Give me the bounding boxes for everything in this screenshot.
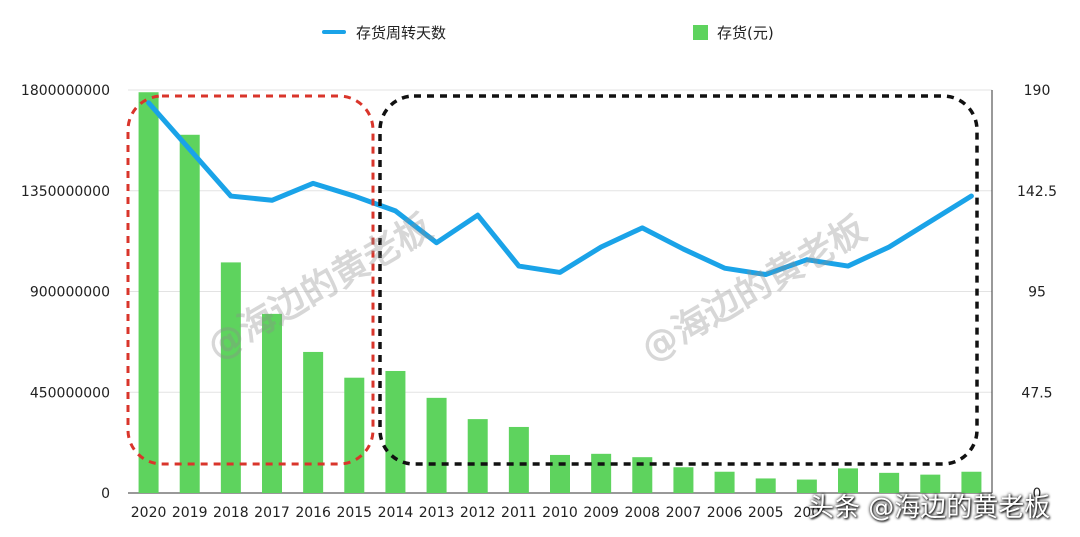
x-tick-label: 2008 xyxy=(624,505,660,521)
bar-2014 xyxy=(385,370,406,493)
right-tick-label: 142.5 xyxy=(1017,184,1057,200)
bar-2018 xyxy=(220,262,241,493)
left-tick-label: 450000000 xyxy=(30,385,110,401)
x-tick-label: 2013 xyxy=(419,505,455,521)
bar-2005 xyxy=(755,478,776,493)
bar-2008 xyxy=(632,457,653,493)
right-tick-label: 47.5 xyxy=(1021,385,1052,401)
bar-2003 xyxy=(838,468,858,493)
x-tick-label: 2016 xyxy=(295,505,331,521)
bar-2001 xyxy=(920,474,941,493)
bar-2017 xyxy=(262,313,282,493)
x-tick-label: 2014 xyxy=(378,505,414,521)
bar-2010 xyxy=(550,454,570,493)
left-tick-label: 900000000 xyxy=(30,285,110,301)
bar-2004 xyxy=(796,479,817,493)
legend-bar-swatch xyxy=(693,24,708,40)
x-tick-label: 2012 xyxy=(460,505,496,521)
x-tick-label: 2018 xyxy=(213,505,249,521)
right-tick-label: 190 xyxy=(1024,83,1051,99)
right-tick-label: 0 xyxy=(1033,486,1042,502)
bar-2012 xyxy=(467,419,488,493)
bar-2015 xyxy=(344,377,365,493)
x-tick-label: 2009 xyxy=(583,505,619,521)
x-tick-label: 2019 xyxy=(172,505,208,521)
legend-label-inventory: 存货(元) xyxy=(717,23,774,42)
right-tick-label: 95 xyxy=(1028,285,1046,301)
annotation-box-red xyxy=(126,94,375,466)
x-tick-label: 2017 xyxy=(254,505,290,521)
bar-2002 xyxy=(879,472,900,493)
x-tick-label: 2006 xyxy=(707,505,743,521)
bar-2000 xyxy=(961,471,982,493)
legend-item-turnover-days: 存货周转天数 xyxy=(322,20,446,44)
x-tick-label: 2010 xyxy=(542,505,578,521)
x-tick-label: 2015 xyxy=(336,505,372,521)
bar-2006 xyxy=(714,471,735,493)
left-tick-label: 1800000000 xyxy=(21,83,110,99)
annotation-box-black xyxy=(378,94,979,466)
bar-2019 xyxy=(179,134,200,493)
bar-2011 xyxy=(508,426,529,493)
brand-watermark: 头条 @海边的黄老板 xyxy=(808,493,1051,523)
bar-2020 xyxy=(138,92,159,493)
x-tick-label: 2020 xyxy=(131,505,167,521)
legend: 存货周转天数 存货(元) xyxy=(0,20,1080,44)
x-tick-label: 200 xyxy=(793,505,820,521)
bar-2013 xyxy=(426,397,447,493)
bar-2016 xyxy=(303,351,324,493)
legend-line-swatch xyxy=(322,30,346,34)
legend-item-inventory: 存货(元) xyxy=(693,20,774,44)
bar-2009 xyxy=(591,453,612,493)
x-tick-label: 2005 xyxy=(748,505,784,521)
x-tick-label: 2007 xyxy=(666,505,702,521)
bar-2007 xyxy=(673,467,694,493)
left-tick-label: 1350000000 xyxy=(21,184,110,200)
x-tick-label: 2011 xyxy=(501,505,537,521)
left-tick-label: 0 xyxy=(101,486,110,502)
legend-label-turnover-days: 存货周转天数 xyxy=(356,23,447,42)
